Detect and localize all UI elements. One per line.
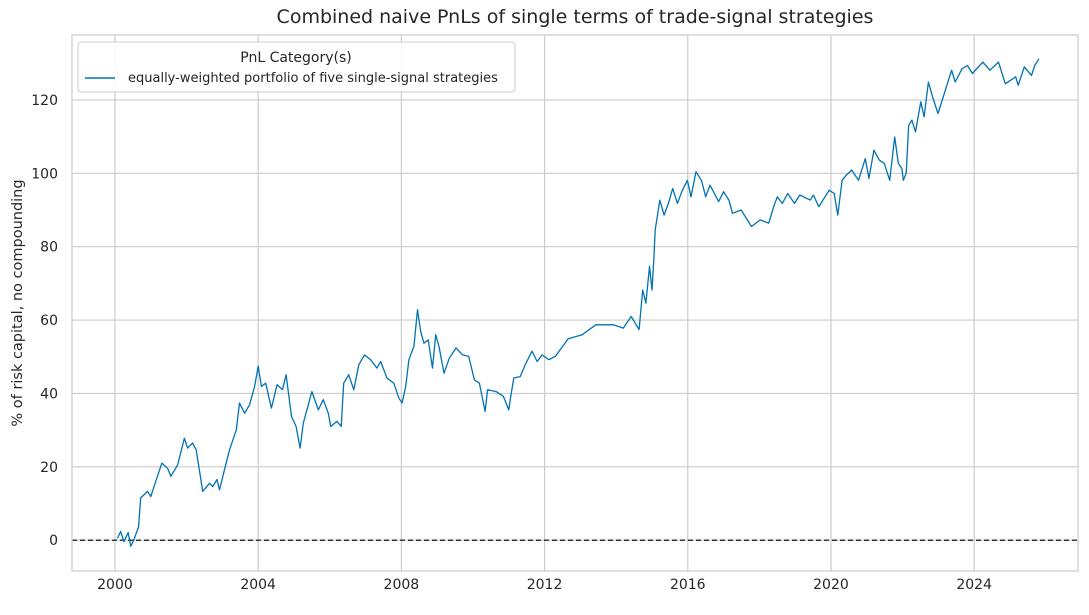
- y-tick-label: 40: [40, 386, 58, 402]
- x-tick-label: 2012: [527, 577, 563, 593]
- legend-box: [77, 41, 516, 93]
- legend-title: PnL Category(s): [240, 50, 352, 66]
- series-line: [116, 58, 1040, 548]
- x-tick-label: 2000: [97, 577, 133, 593]
- y-tick-label: 80: [40, 240, 58, 256]
- x-tick-label: 2024: [956, 577, 992, 593]
- y-tick-labels: 0 20 40 60 80 100 120: [31, 93, 58, 549]
- x-tick-label: 2004: [240, 577, 276, 593]
- legend-entry: equally-weighted portfolio of five singl…: [128, 71, 498, 86]
- legend: PnL Category(s) equally-weighted portfol…: [77, 41, 516, 93]
- plot-frame: [71, 34, 1079, 572]
- x-tick-label: 2008: [384, 577, 420, 593]
- y-tick-label: 60: [40, 313, 58, 329]
- x-tick-label: 2016: [670, 577, 706, 593]
- y-tick-label: 0: [49, 533, 58, 549]
- grid: [72, 35, 1078, 571]
- chart-title: Combined naive PnLs of single terms of t…: [277, 6, 874, 28]
- y-tick-label: 120: [31, 93, 58, 109]
- x-tick-label: 2020: [813, 577, 849, 593]
- series-group: [116, 58, 1040, 548]
- x-tick-labels: 2000 2004 2008 2012 2016 2020 2024: [97, 577, 992, 593]
- y-tick-label: 100: [31, 166, 58, 182]
- y-axis-label: % of risk capital, no compounding: [10, 179, 26, 426]
- y-tick-label: 20: [40, 460, 58, 476]
